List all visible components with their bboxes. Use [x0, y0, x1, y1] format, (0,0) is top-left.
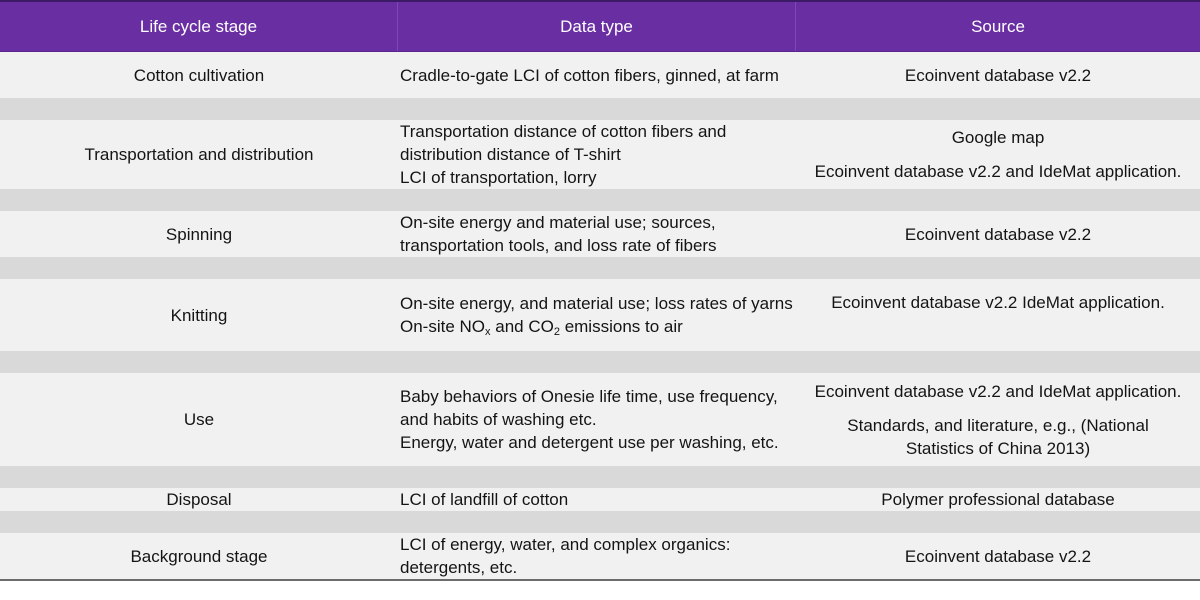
stage-cell: Background stage — [130, 546, 268, 566]
lca-data-table: Life cycle stage Data type Source Cotton… — [0, 0, 1200, 581]
data-type-text: On-site energy and material use; sources… — [400, 213, 717, 255]
source-text: Ecoinvent database v2.2 and IdeMat appli… — [814, 162, 1182, 181]
source-cell: Ecoinvent database v2.2 — [796, 211, 1200, 257]
data-type-cell: Baby behaviors of Onesie life time, use … — [398, 373, 796, 466]
stage-cell: Cotton cultivation — [133, 65, 265, 85]
source-text: Ecoinvent database v2.2 IdeMat applicati… — [831, 293, 1165, 312]
source-text: Ecoinvent database v2.2 — [904, 546, 1092, 566]
table-row: Cotton cultivation Cradle-to-gate LCI of… — [0, 52, 1200, 98]
stage-cell: Use — [183, 410, 215, 429]
header-data-type: Data type — [398, 2, 796, 51]
source-text: Google map — [951, 128, 1045, 147]
data-type-cell: On-site energy, and material use; loss r… — [398, 279, 796, 351]
source-cell: Polymer professional database — [796, 488, 1200, 511]
data-type-text: LCI of energy, water, and complex organi… — [400, 535, 731, 577]
source-cell: Ecoinvent database v2.2 and IdeMat appli… — [796, 373, 1200, 466]
data-type-text: Cradle-to-gate LCI of cotton fibers, gin… — [400, 65, 779, 85]
data-type-text: Energy, water and detergent use per wash… — [400, 433, 779, 452]
header-source: Source — [971, 17, 1025, 36]
stage-cell: Knitting — [170, 305, 228, 325]
table-row: Background stage LCI of energy, water, a… — [0, 533, 1200, 579]
co2-subscript: 2 — [553, 326, 560, 338]
table-row: Knitting On-site energy, and material us… — [0, 279, 1200, 351]
data-type-text: LCI of transportation, lorry — [400, 168, 597, 187]
stage-cell: Transportation and distribution — [84, 145, 314, 164]
emissions-text: On-site NOx and CO2 emissions to air — [400, 315, 796, 338]
emissions-prefix: On-site NO — [400, 317, 486, 336]
source-cell: Google map Ecoinvent database v2.2 and I… — [796, 120, 1200, 189]
data-type-text: Transportation distance of cotton fibers… — [400, 122, 727, 164]
source-text: Standards, and literature, e.g., (Nation… — [847, 415, 1149, 458]
table-bottom-rule — [0, 579, 1200, 581]
table-row: Use Baby behaviors of Onesie life time, … — [0, 373, 1200, 466]
source-text: Ecoinvent database v2.2 and IdeMat appli… — [814, 381, 1182, 401]
table-row: Disposal LCI of landfill of cotton Polym… — [0, 488, 1200, 511]
stage-cell: Spinning — [165, 224, 233, 244]
data-type-cell: Cradle-to-gate LCI of cotton fibers, gin… — [398, 52, 796, 98]
stage-cell: Disposal — [166, 490, 232, 509]
row-separator — [0, 189, 1200, 211]
row-separator — [0, 466, 1200, 488]
row-separator — [0, 511, 1200, 533]
data-type-cell: On-site energy and material use; sources… — [398, 211, 796, 257]
source-text: Ecoinvent database v2.2 — [904, 65, 1092, 85]
data-type-cell: Transportation distance of cotton fibers… — [398, 120, 796, 189]
header-life-cycle-stage: Life cycle stage — [0, 2, 398, 51]
emissions-suffix: emissions to air — [559, 317, 683, 336]
data-type-cell: LCI of energy, water, and complex organi… — [398, 533, 796, 579]
table-row: Spinning On-site energy and material use… — [0, 211, 1200, 257]
source-text: Polymer professional database — [881, 490, 1115, 509]
table-header-row: Life cycle stage Data type Source — [0, 0, 1200, 52]
source-text: Ecoinvent database v2.2 — [904, 224, 1092, 244]
source-cell: Ecoinvent database v2.2 — [796, 52, 1200, 98]
nox-subscript: x — [485, 326, 491, 338]
data-type-text: On-site energy, and material use; loss r… — [400, 294, 793, 313]
data-type-cell: LCI of landfill of cotton — [398, 488, 796, 511]
row-separator — [0, 257, 1200, 279]
source-cell: Ecoinvent database v2.2 IdeMat applicati… — [796, 279, 1200, 351]
emissions-mid: and CO — [490, 317, 554, 336]
row-separator — [0, 351, 1200, 373]
row-separator — [0, 98, 1200, 120]
data-type-text: LCI of landfill of cotton — [400, 490, 569, 509]
table-row: Transportation and distribution Transpor… — [0, 120, 1200, 189]
source-cell: Ecoinvent database v2.2 — [796, 533, 1200, 579]
data-type-text: Baby behaviors of Onesie life time, use … — [400, 387, 778, 429]
